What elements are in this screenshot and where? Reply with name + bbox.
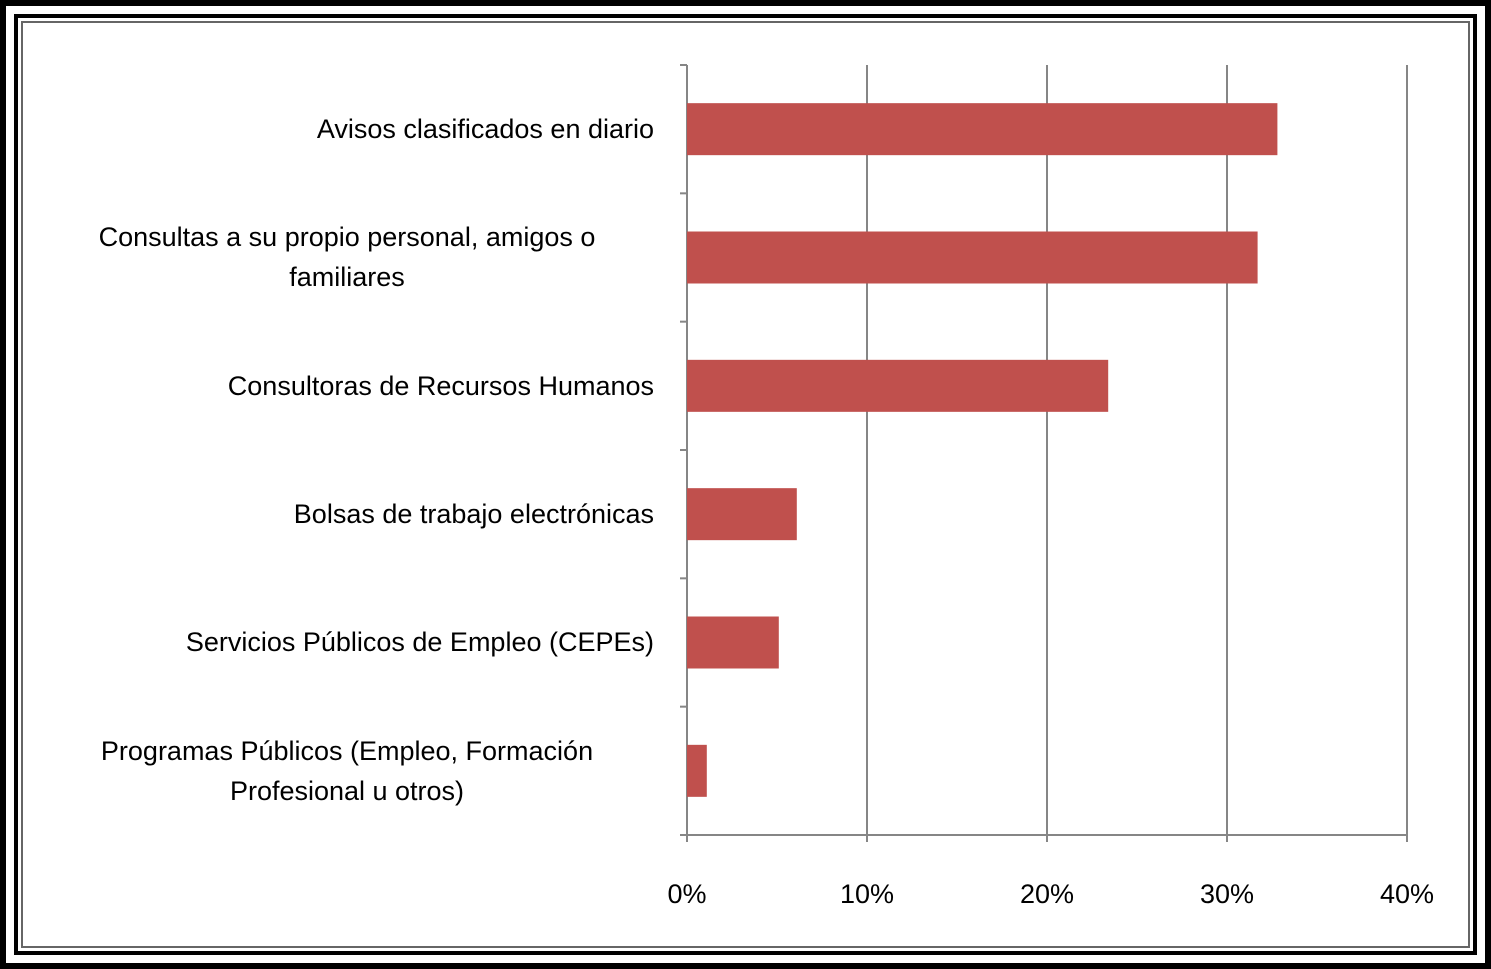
y-tick-label: Avisos clasificados en diario	[316, 114, 654, 144]
bar	[687, 359, 1109, 412]
category-label-box: Consultas a su propio personal, amigos o…	[40, 193, 654, 321]
y-tick-label: Consultas a su propio personal, amigos o…	[98, 222, 596, 293]
bar	[687, 231, 1258, 284]
category-label-box: Servicios Públicos de Empleo (CEPEs)	[40, 578, 654, 706]
y-tick-label: Servicios Públicos de Empleo (CEPEs)	[185, 627, 654, 658]
bar	[687, 616, 779, 669]
x-tick-label: 0%	[667, 879, 706, 909]
y-tick-label: Programas Públicos (Empleo, Formación Pr…	[100, 735, 594, 806]
y-tick-label: Bolsas de trabajo electrónicas	[293, 499, 654, 529]
category-label-box: Bolsas de trabajo electrónicas	[40, 450, 654, 578]
bar	[687, 488, 797, 541]
category-label-box: Programas Públicos (Empleo, Formación Pr…	[40, 707, 654, 835]
x-tick-label: 10%	[840, 879, 894, 909]
bar	[687, 103, 1278, 156]
inner-frame	[14, 14, 1477, 955]
category-label-box: Consultoras de Recursos Humanos	[40, 322, 654, 450]
x-tick-label: 40%	[1380, 879, 1434, 909]
x-tick-label: 30%	[1200, 879, 1254, 909]
bar	[687, 744, 707, 797]
y-tick-label: Consultoras de Recursos Humanos	[227, 370, 654, 401]
category-label-box: Avisos clasificados en diario	[40, 65, 654, 193]
x-tick-label: 20%	[1020, 879, 1074, 909]
